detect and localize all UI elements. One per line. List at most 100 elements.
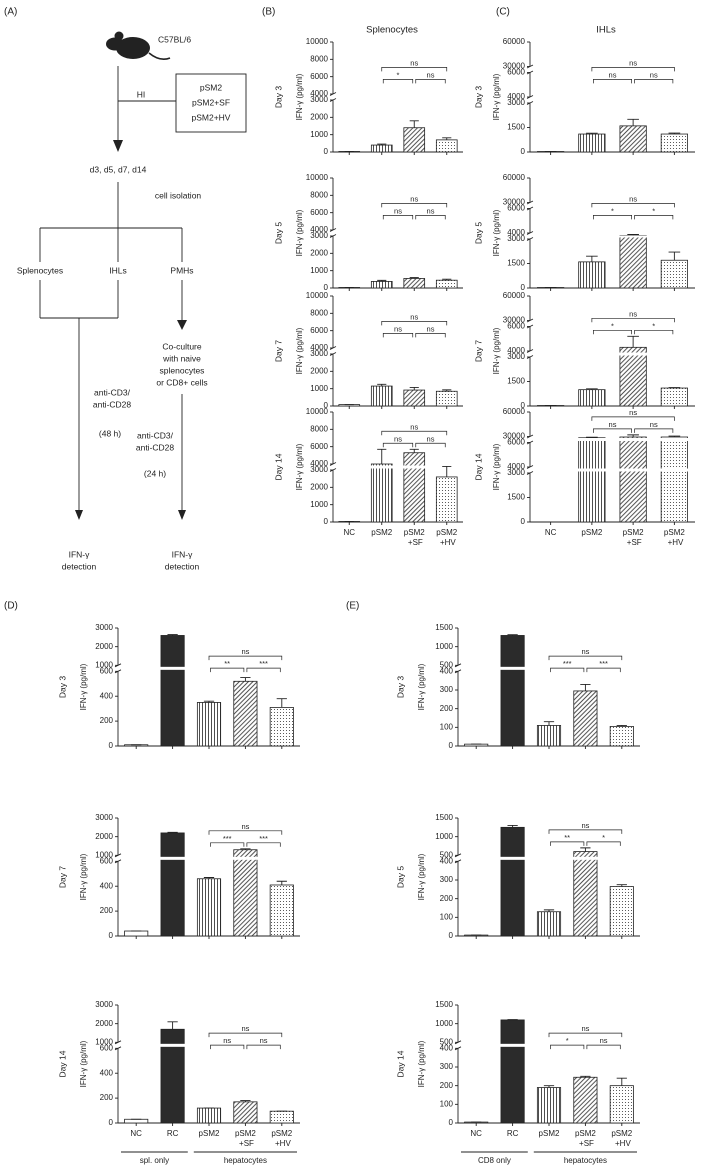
row-label: Day 7	[473, 340, 483, 362]
route-label: HI	[137, 89, 146, 99]
panel-title: Splenocytes	[366, 25, 418, 36]
y-tick-label: 6000	[310, 442, 328, 451]
y-axis-label: IFN-γ (pg/ml)	[492, 209, 501, 256]
y-tick-label: 4000	[507, 228, 525, 237]
significance-label: ns	[241, 1024, 249, 1033]
y-tick-label: 10000	[306, 407, 329, 416]
y-tick-label: 300	[440, 685, 454, 694]
bar	[233, 1101, 258, 1124]
bar	[536, 1087, 562, 1124]
row-label: Day 5	[395, 866, 405, 888]
significance-label: ns	[241, 822, 249, 831]
y-tick-label: 500	[440, 850, 454, 859]
flow-lines	[39, 66, 247, 512]
significance-label: ns	[629, 194, 637, 203]
significance-label: ns	[410, 58, 418, 67]
readout: IFN-γ	[69, 549, 91, 559]
treatment: pSM2+HV	[192, 112, 231, 122]
y-tick-label: 400	[100, 691, 114, 700]
bar	[536, 725, 562, 747]
group-label: CD8 only	[478, 1156, 511, 1165]
y-tick-label: 6000	[507, 204, 525, 213]
treatment: pSM2+SF	[192, 97, 230, 107]
significance-bracket	[246, 667, 281, 673]
bar	[609, 726, 634, 747]
error-bar	[409, 387, 419, 391]
significance-bracket	[381, 203, 448, 208]
break-gap	[499, 1043, 526, 1047]
bar	[619, 436, 647, 523]
x-tick-label: RC	[167, 1129, 179, 1138]
timepoints: d3, d5, d7, d14	[90, 164, 147, 174]
y-tick-label: 1500	[435, 623, 453, 632]
break-gap	[232, 856, 259, 860]
significance-bracket	[381, 67, 448, 72]
y-axis-label: IFN-γ (pg/ml)	[79, 663, 88, 710]
error-bar	[409, 277, 419, 279]
significance-bracket	[210, 842, 245, 847]
significance-bracket	[591, 416, 675, 421]
error-bar	[409, 448, 419, 453]
y-tick-label: 2000	[310, 248, 328, 257]
y-tick-label: 3000	[507, 352, 525, 361]
significance-label: ***	[599, 659, 608, 668]
bar	[609, 1085, 634, 1124]
y-tick-label: 600	[100, 1043, 114, 1052]
bar	[578, 389, 606, 407]
y-tick-label: 400	[440, 856, 454, 865]
y-tick-label: 10000	[306, 173, 329, 182]
bar	[660, 436, 688, 523]
significance-label: ns	[410, 312, 418, 321]
y-tick-label: 1000	[310, 130, 328, 139]
y-tick-label: 1500	[435, 1000, 453, 1009]
y-axis-label: IFN-γ (pg/ml)	[295, 327, 304, 374]
significance-label: ***	[223, 834, 232, 843]
coculture-text: with naive	[162, 353, 201, 363]
row-label: Day 14	[273, 453, 283, 480]
y-tick-label: 1000	[95, 1037, 113, 1046]
stimulation: anti-CD3/	[94, 387, 131, 397]
y-tick-label: 200	[100, 1093, 114, 1102]
bar	[660, 259, 688, 289]
bar	[435, 476, 458, 523]
x-tick-label: RC	[507, 1129, 519, 1138]
y-tick-label: 0	[324, 517, 329, 526]
y-tick-label: 300	[440, 1062, 454, 1071]
y-tick-label: 10000	[306, 291, 329, 300]
x-tick-label: NC	[130, 1129, 142, 1138]
y-tick-label: 3000	[95, 813, 113, 822]
break-gap	[618, 352, 648, 356]
break-gap	[577, 438, 607, 441]
error-bar	[627, 434, 639, 437]
error-bar	[203, 700, 215, 703]
significance-bracket	[382, 79, 414, 84]
significance-bracket	[548, 655, 623, 661]
y-tick-label: 200	[440, 894, 454, 903]
significance-label: ns	[629, 58, 637, 67]
y-tick-label: 0	[324, 401, 329, 410]
error-bar	[442, 389, 452, 392]
significance-bracket	[382, 333, 414, 338]
y-tick-label: 500	[440, 660, 454, 669]
significance-label: *	[652, 321, 655, 330]
significance-label: ns	[600, 1036, 608, 1045]
x-tick-label: pSM2 +HV	[436, 528, 457, 547]
y-tick-label: 1000	[95, 660, 113, 669]
y-tick-label: 6000	[507, 322, 525, 331]
error-bar	[442, 465, 452, 477]
y-tick-label: 1000	[310, 266, 328, 275]
bar	[269, 1110, 294, 1124]
break-gap	[499, 856, 526, 860]
bar	[160, 635, 185, 747]
y-axis-label: IFN-γ (pg/ml)	[492, 443, 501, 490]
error-bar	[580, 1075, 591, 1078]
break-gap	[159, 1043, 186, 1047]
y-tick-label: 1500	[507, 259, 525, 268]
duration: (48 h)	[99, 428, 121, 438]
strain-label: C57BL/6	[158, 34, 191, 44]
y-tick-label: 4000	[310, 459, 328, 468]
x-tick-label: pSM2	[199, 1129, 220, 1138]
y-tick-label: 0	[449, 1118, 454, 1127]
